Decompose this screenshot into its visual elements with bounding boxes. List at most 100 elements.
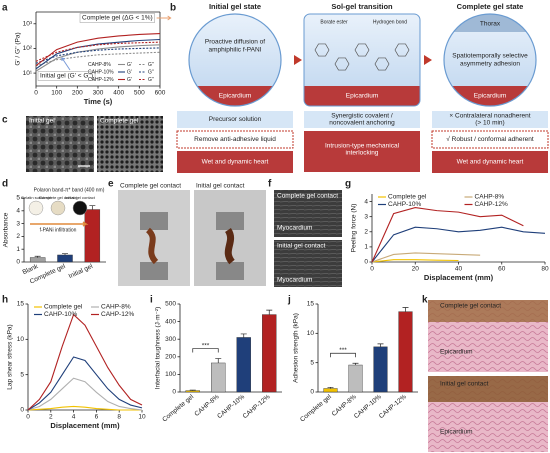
legend-label: G'': [148, 69, 154, 75]
significance-label: ***: [202, 342, 210, 349]
magnifier: [304, 14, 420, 106]
legend-label: Complete gel: [44, 304, 83, 311]
series-line: [27, 356, 143, 411]
step-text: (> 10 min): [475, 120, 504, 127]
x-tick-label: 80: [541, 266, 549, 273]
error-bar: [352, 362, 359, 366]
molecule: [334, 57, 350, 71]
molecule: [314, 43, 330, 57]
x-tick-label: 40: [455, 266, 463, 273]
x-tick-label: 400: [113, 90, 124, 97]
legend-label: CAHP-12%: [475, 201, 508, 208]
annotation-box: [37, 71, 96, 81]
error-bar: [89, 205, 96, 210]
x-tick-label: 0: [26, 414, 30, 421]
clamp: [216, 262, 244, 280]
x-tick-label: 10: [138, 414, 146, 421]
error-bar: [34, 255, 41, 258]
series-line: [371, 252, 481, 263]
error-bar: [377, 343, 384, 347]
x-tick-label: 6: [95, 414, 99, 421]
tissue: [304, 86, 420, 106]
image-label: Epicardium: [440, 429, 473, 436]
specimen: [224, 228, 235, 265]
step-text: Remove anti-adhesive liquid: [194, 136, 276, 143]
error-bar: [327, 386, 334, 389]
y-tick-label: 0: [172, 389, 176, 396]
error-bar: [215, 358, 222, 363]
series-line: [27, 405, 142, 411]
inset-sample: [50, 200, 66, 216]
step-box: [177, 111, 293, 128]
x-tick-label: 20: [412, 266, 420, 273]
significance-bracket: [330, 352, 356, 358]
image-label: Complete gel contact: [120, 183, 181, 190]
legend-label: G'': [148, 77, 154, 83]
image-label: Epicardium: [440, 349, 473, 356]
molecule: [354, 43, 370, 57]
step-text: Intrusion-type mechanical: [325, 143, 400, 150]
legend-label: CAHP-10%: [88, 69, 114, 75]
arrow: [424, 55, 432, 65]
bar: [236, 337, 251, 393]
arrow: [294, 55, 302, 65]
legend-label: CAHP-8%: [101, 304, 131, 311]
y-tick-label: 5: [310, 359, 314, 366]
legend-label: CAHP-8%: [88, 62, 111, 68]
thorax-label: Thorax: [480, 21, 501, 28]
panel-label: f: [268, 179, 272, 190]
image-label: Initial gel contact: [196, 183, 245, 190]
y-tick-label: 15: [17, 301, 25, 308]
bar: [373, 346, 388, 393]
significance-label: ***: [339, 347, 347, 354]
panel-label: c: [2, 115, 8, 126]
clamp: [140, 212, 168, 230]
panel-label: j: [287, 295, 291, 306]
bar: [84, 209, 101, 263]
y-tick-label: 10: [307, 330, 315, 337]
y-tick-label: 2: [16, 233, 20, 240]
y-tick-label: 400: [165, 318, 176, 325]
series-line: [35, 38, 161, 70]
error-bar: [189, 389, 196, 391]
image-label: Complete gel contact: [440, 303, 501, 310]
inset-sample: [28, 200, 44, 216]
column-title: Sol-gel transition: [331, 2, 393, 11]
bar: [398, 311, 413, 393]
x-tick-label: CAHP-12%: [378, 393, 408, 420]
series-line: [27, 313, 143, 411]
x-tick-label: 0: [370, 266, 374, 273]
x-axis-label: Time (s): [84, 97, 113, 106]
magnifier: [444, 14, 536, 106]
sem-image: [97, 116, 163, 172]
significance-bracket: [192, 348, 219, 353]
y-tick-label: 15: [307, 301, 315, 308]
y-tick-label: 3: [364, 213, 368, 220]
y-tick-label: 10³: [23, 20, 33, 27]
chem-label: Borate ester: [320, 19, 348, 25]
specimen: [145, 227, 159, 265]
y-tick-label: 10¹: [23, 70, 33, 77]
panel-label: b: [170, 3, 176, 14]
bar: [211, 362, 226, 393]
series-line: [27, 377, 143, 411]
heart: [177, 151, 293, 173]
panel-label: i: [150, 295, 153, 306]
x-tick-label: 60: [498, 266, 506, 273]
clamp: [216, 212, 244, 230]
molecule: [394, 43, 410, 57]
series-line: [35, 44, 161, 72]
step-box: [176, 130, 294, 149]
step-box: [304, 131, 420, 172]
error-bar: [402, 307, 409, 312]
step-text: × Contralateral nonadherent: [449, 113, 530, 120]
annotation: Initial gel (G' < G''): [40, 73, 93, 80]
image-label: Initial gel contact: [277, 243, 326, 250]
heart-label: Wet and dynamic heart: [202, 159, 269, 166]
x-tick-label: CAHP-12%: [242, 393, 272, 420]
y-tick-label: 0: [310, 389, 314, 396]
legend-label: G'': [148, 62, 154, 68]
x-tick-label: 300: [93, 90, 104, 97]
x-tick-label: 600: [155, 90, 166, 97]
